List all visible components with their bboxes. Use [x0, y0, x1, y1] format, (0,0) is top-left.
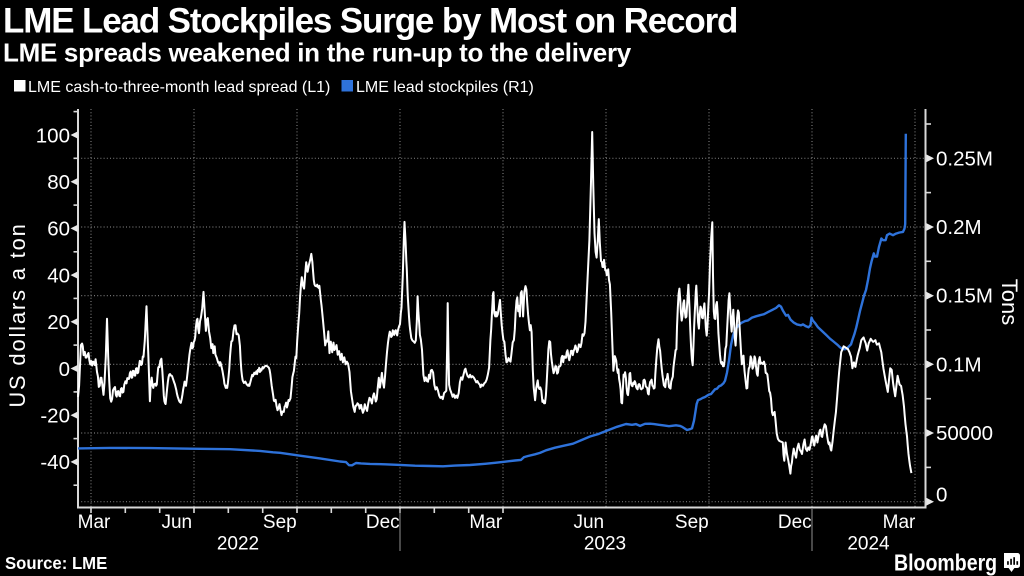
- svg-text:Jun: Jun: [573, 512, 604, 533]
- svg-text:Tons: Tons: [997, 279, 1022, 325]
- svg-text:2024: 2024: [847, 533, 890, 554]
- svg-text:LME Lead Stockpiles Surge by M: LME Lead Stockpiles Surge by Most on Rec…: [3, 2, 737, 41]
- svg-text:Source: LME: Source: LME: [5, 552, 107, 573]
- svg-text:20: 20: [47, 311, 70, 334]
- svg-text:-20: -20: [40, 405, 70, 428]
- svg-text:Dec: Dec: [366, 512, 400, 533]
- svg-text:US dollars a ton: US dollars a ton: [5, 222, 30, 407]
- svg-text:0.25M: 0.25M: [936, 147, 993, 170]
- svg-text:LME lead stockpiles (R1): LME lead stockpiles (R1): [356, 79, 534, 96]
- svg-text:50000: 50000: [936, 422, 993, 445]
- svg-text:Mar: Mar: [78, 512, 111, 533]
- svg-text:-40: -40: [40, 451, 70, 474]
- svg-text:2023: 2023: [584, 533, 626, 554]
- svg-text:0: 0: [59, 358, 70, 381]
- svg-text:0.15M: 0.15M: [936, 285, 993, 308]
- svg-text:Sep: Sep: [675, 512, 709, 533]
- svg-text:LME spreads weakened in the ru: LME spreads weakened in the run-up to th…: [3, 37, 632, 67]
- svg-text:Dec: Dec: [778, 512, 812, 533]
- svg-text:60: 60: [47, 218, 70, 241]
- svg-text:Sep: Sep: [263, 512, 297, 533]
- svg-text:Jun: Jun: [161, 512, 192, 533]
- svg-text:Mar: Mar: [469, 512, 502, 533]
- svg-text:0.1M: 0.1M: [936, 353, 982, 376]
- svg-text:Mar: Mar: [883, 512, 916, 533]
- svg-text:80: 80: [47, 171, 70, 194]
- svg-text:0: 0: [936, 484, 947, 507]
- svg-text:0.2M: 0.2M: [936, 216, 982, 239]
- svg-text:2022: 2022: [217, 533, 259, 554]
- svg-text:100: 100: [36, 124, 70, 147]
- svg-text:Bloomberg: Bloomberg: [894, 550, 997, 576]
- svg-text:40: 40: [47, 264, 70, 287]
- svg-text:LME cash-to-three-month lead s: LME cash-to-three-month lead spread (L1): [28, 79, 330, 96]
